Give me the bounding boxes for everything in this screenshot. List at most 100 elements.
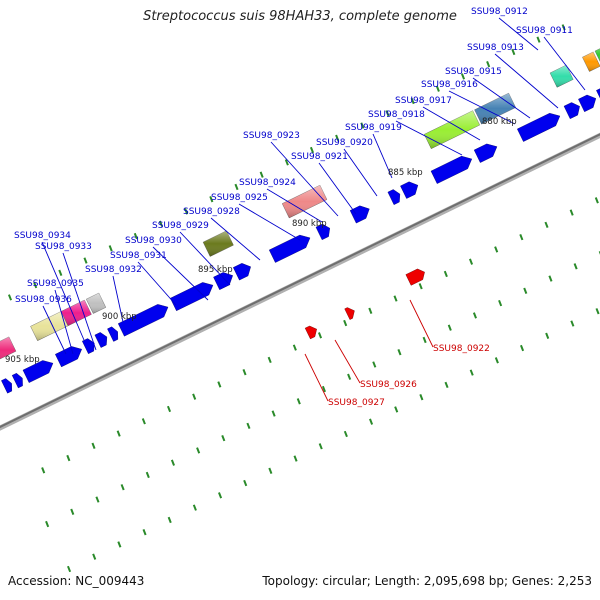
tick-marks — [7, 24, 600, 573]
tick-mark — [368, 307, 373, 314]
feature-shade — [594, 48, 600, 62]
gene-label-line — [448, 90, 516, 125]
colored-features — [0, 48, 600, 360]
tick-mark — [218, 492, 223, 499]
tick-mark — [141, 418, 146, 425]
tick-mark — [443, 270, 448, 278]
gene-label: SSU98_0934 — [14, 231, 71, 241]
tick-mark — [95, 496, 100, 503]
tick-mark — [70, 508, 75, 515]
tick-mark — [66, 454, 71, 462]
gene-label-line — [54, 289, 74, 355]
gene-label: SSU98_0936 — [15, 295, 72, 305]
tick-mark — [545, 332, 550, 339]
tick-mark — [221, 434, 226, 442]
gene-label-line — [266, 188, 323, 223]
gene-arrow — [596, 88, 600, 99]
kbp-label: 885 kbp — [388, 168, 423, 178]
tick-mark — [347, 373, 352, 380]
gene-arrow — [315, 223, 331, 241]
gene-label-line — [210, 217, 261, 261]
tick-mark — [394, 406, 399, 413]
tick-mark — [67, 565, 72, 573]
tick-mark — [58, 269, 63, 277]
gene-label: SSU98_0916 — [421, 80, 478, 90]
gene-arrow — [1, 378, 13, 394]
tick-mark — [116, 430, 121, 437]
gene-label: SSU98_0933 — [35, 242, 92, 252]
feature-shade — [61, 300, 92, 326]
gene-arrow — [268, 234, 311, 263]
gene-arrow — [55, 346, 82, 368]
gene-label-line-red — [304, 353, 329, 402]
gene-label-line — [318, 162, 357, 215]
feature-shade — [424, 110, 480, 149]
tick-mark — [117, 541, 122, 548]
tick-mark — [343, 430, 348, 438]
gene-label: SSU98_0930 — [125, 236, 182, 246]
gene-arrow-red — [304, 325, 317, 340]
tick-mark — [259, 171, 264, 178]
tick-mark — [548, 275, 553, 282]
kbp-label: 880 kbp — [482, 117, 517, 127]
gene-label-line — [112, 275, 124, 323]
tick-mark — [309, 146, 315, 154]
gene-label-line — [343, 148, 378, 197]
kbp-label: 900 kbp — [102, 312, 137, 322]
tick-mark — [422, 336, 427, 344]
tick-mark — [447, 324, 452, 331]
gene-arrow — [107, 326, 119, 342]
tick-mark — [318, 443, 323, 450]
tick-mark — [372, 361, 377, 368]
tick-mark — [7, 294, 13, 301]
tick-mark — [267, 356, 272, 364]
gene-label-line-red — [409, 299, 434, 348]
tick-mark — [511, 48, 516, 56]
feature-shade — [86, 293, 106, 314]
gene-arrow — [578, 94, 597, 113]
gene-arrow — [117, 304, 169, 337]
tick-mark — [561, 24, 566, 31]
gene-arrow-red — [344, 307, 355, 320]
tick-mark — [158, 220, 164, 227]
tick-mark — [335, 134, 340, 141]
gene-label-line — [372, 133, 393, 179]
gene-arrows — [1, 88, 600, 394]
gene-arrow — [517, 112, 561, 142]
tick-mark — [166, 405, 172, 413]
tick-mark — [108, 245, 113, 252]
gene-label: SSU98_0915 — [445, 67, 502, 77]
gene-arrow — [430, 155, 473, 184]
gene-arrow — [563, 102, 580, 120]
gene-label: SSU98_0931 — [110, 251, 167, 261]
tick-mark — [234, 183, 239, 191]
tick-mark — [321, 385, 326, 393]
tick-mark — [192, 504, 197, 511]
tick-mark — [120, 484, 125, 491]
gene-label: SSU98_0935 — [27, 279, 84, 289]
tick-mark — [397, 349, 402, 356]
tick-mark — [293, 455, 298, 462]
tick-mark — [133, 232, 138, 240]
tick-mark — [184, 208, 189, 215]
gene-label-line — [152, 246, 209, 301]
label-lines — [41, 17, 586, 402]
tick-mark — [92, 553, 97, 560]
gene-arrow — [473, 143, 498, 163]
gene-label-line — [238, 203, 301, 241]
gene-label-line — [494, 53, 559, 109]
gene-label: SSU98_0924 — [239, 178, 296, 188]
gene-label: SSU98_0921 — [291, 152, 348, 162]
gene-arrow — [94, 332, 108, 348]
tick-mark — [419, 393, 424, 401]
tick-mark — [569, 209, 574, 216]
gene-arrow — [81, 338, 95, 355]
gene-label-line — [395, 120, 463, 156]
tick-mark — [494, 357, 499, 364]
genome-summary-text: Topology: circular; Length: 2,095,698 bp… — [262, 574, 592, 588]
map-title: Streptococcus suis 98HAH33, complete gen… — [143, 9, 457, 24]
tick-mark — [573, 263, 578, 270]
tick-mark — [468, 258, 474, 265]
tick-mark — [486, 61, 491, 68]
